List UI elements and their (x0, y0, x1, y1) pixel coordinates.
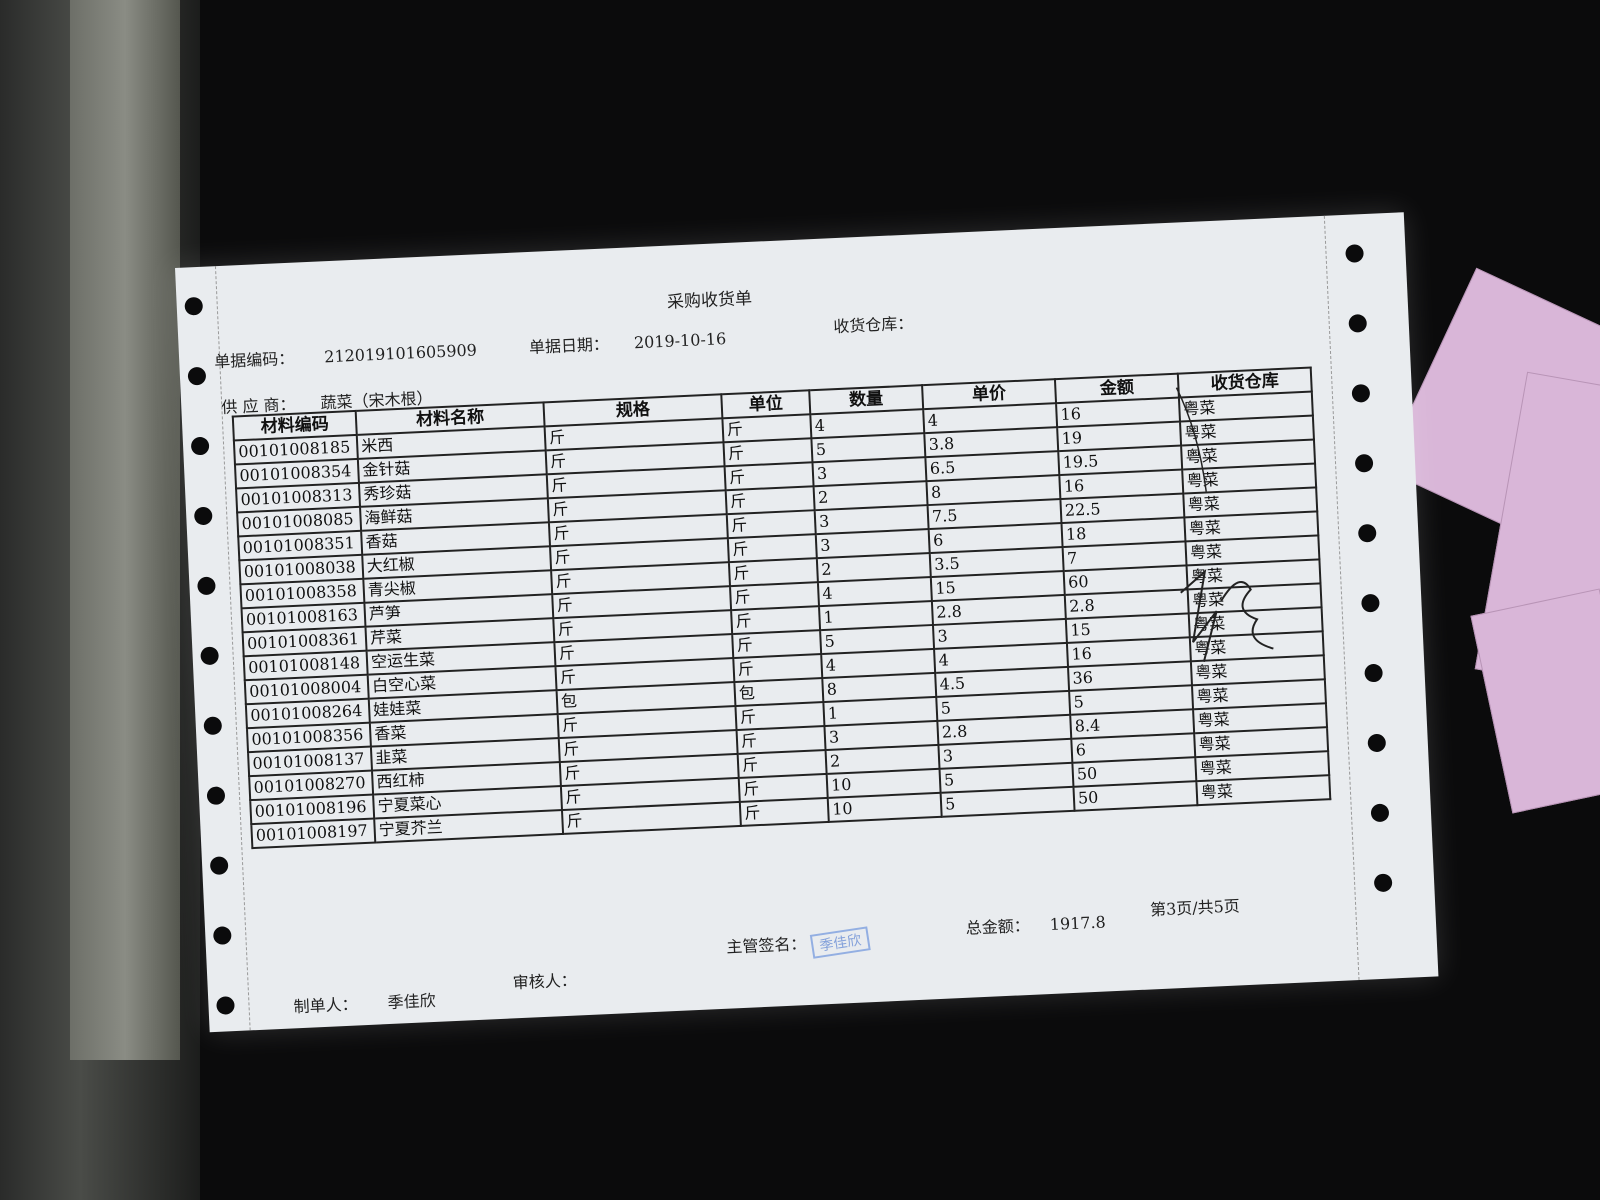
page-info: 第3页/共5页 (1149, 896, 1241, 920)
background-machine-rail (70, 0, 180, 1060)
document-title: 采购收货单 (666, 288, 753, 313)
doc-number-label: 单据编码： (213, 348, 295, 372)
sprocket-hole (212, 926, 232, 945)
maker-value: 季佳欣 (387, 990, 437, 1013)
total-value: 1917.8 (1049, 912, 1107, 934)
doc-date-value: 2019-10-16 (633, 329, 727, 353)
sprocket-hole (1361, 593, 1380, 613)
doc-number: 单据编码： 212019101605909 (214, 336, 478, 372)
handwritten-signature (1180, 568, 1274, 662)
sprocket-hole (1373, 873, 1393, 893)
sprocket-hole (206, 786, 226, 806)
sprocket-hole (187, 366, 207, 386)
doc-number-value: 212019101605909 (323, 340, 478, 367)
pink-receipt (1470, 588, 1600, 814)
total-label: 总金额： (965, 915, 1031, 938)
sprocket-hole (209, 856, 229, 876)
supervisor-stamp: 季佳欣 (809, 926, 871, 959)
maker-label: 制单人： (293, 994, 359, 1017)
supervisor-signature: 主管签名： 季佳欣 (725, 926, 871, 959)
sprocket-hole (190, 436, 210, 456)
sprocket-hole (193, 506, 213, 526)
sprocket-hole (1345, 244, 1364, 263)
sprocket-hole (200, 646, 220, 666)
sprocket-hole (1367, 733, 1387, 753)
handwritten-check-mark (1175, 387, 1207, 492)
sprocket-hole (216, 996, 235, 1015)
sprocket-hole (197, 576, 216, 596)
reviewer-label: 审核人： (512, 970, 578, 993)
sprocket-hole (1348, 314, 1368, 333)
sprocket-hole (203, 716, 223, 736)
sprocket-hole (184, 296, 204, 316)
supervisor-label: 主管签名： (725, 934, 807, 957)
total-amount: 总金额： 1917.8 (965, 908, 1106, 938)
sprocket-hole (1357, 523, 1377, 543)
sprocket-hole (1351, 383, 1371, 403)
table-cell: 10 (827, 792, 942, 822)
table-cell: 00101008197 (251, 818, 376, 849)
sprocket-hole (1364, 663, 1384, 683)
doc-date-label: 单据日期： (528, 334, 610, 358)
sprocket-hole (1354, 453, 1374, 473)
table-cell: 斤 (739, 797, 829, 826)
table-cell: 50 (1073, 781, 1198, 811)
sprocket-hole (1370, 803, 1390, 823)
table-cell: 粤菜 (1196, 775, 1331, 806)
warehouse-label: 收货仓库： (832, 313, 914, 337)
doc-date: 单据日期： 2019-10-16 (528, 325, 727, 358)
table-cell: 5 (940, 786, 1075, 817)
maker: 制单人： 季佳欣 (293, 987, 436, 1017)
receipt-paper: 采购收货单 单据编码： 212019101605909 单据日期： 2019-1… (175, 212, 1439, 1033)
